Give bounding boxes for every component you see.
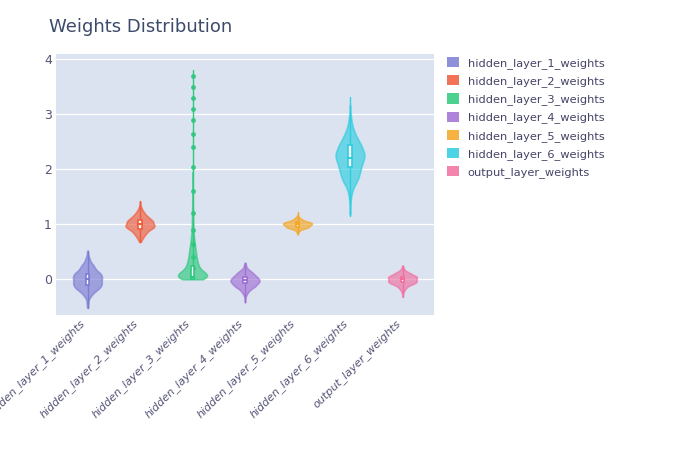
FancyBboxPatch shape <box>295 222 300 226</box>
FancyBboxPatch shape <box>243 277 247 283</box>
FancyBboxPatch shape <box>400 277 405 282</box>
Legend: hidden_layer_1_weights, hidden_layer_2_weights, hidden_layer_3_weights, hidden_l: hidden_layer_1_weights, hidden_layer_2_w… <box>447 57 605 178</box>
FancyBboxPatch shape <box>138 220 142 229</box>
Text: Weights Distribution: Weights Distribution <box>49 18 232 36</box>
FancyBboxPatch shape <box>348 144 352 166</box>
FancyBboxPatch shape <box>85 274 90 285</box>
FancyBboxPatch shape <box>190 266 195 279</box>
